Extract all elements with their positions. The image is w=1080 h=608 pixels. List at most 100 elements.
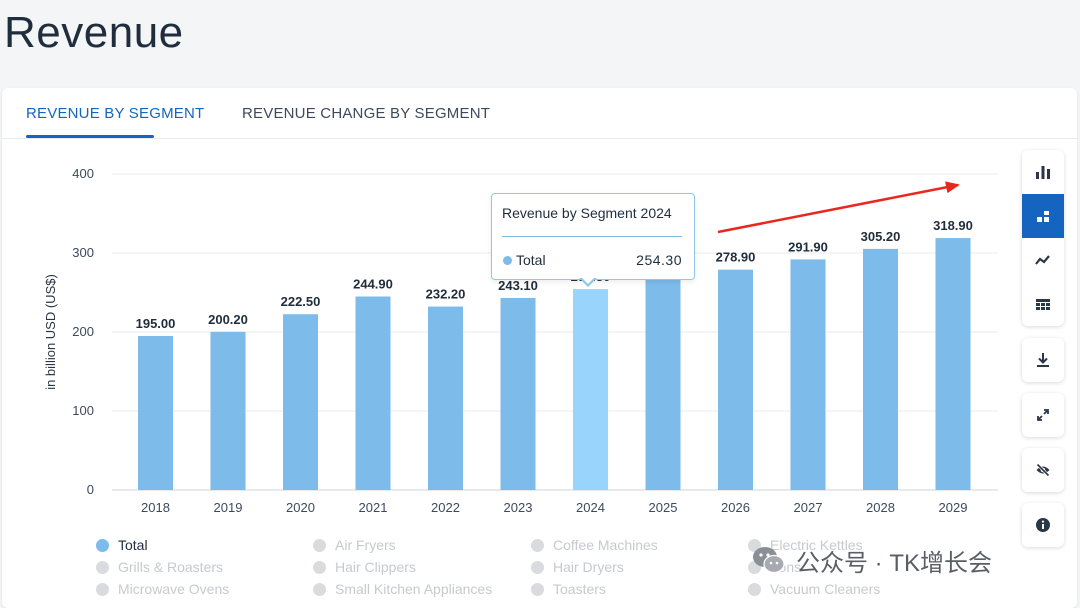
legend-item-microwave-ovens[interactable]: Microwave Ovens bbox=[96, 581, 229, 597]
info-toolbar bbox=[1022, 503, 1064, 547]
y-tick-label: 200 bbox=[72, 324, 94, 339]
x-tick-label: 2019 bbox=[214, 500, 243, 515]
legend-item-hair-clippers[interactable]: Hair Clippers bbox=[313, 559, 416, 575]
fullscreen-button[interactable] bbox=[1022, 393, 1064, 437]
bar-2024[interactable] bbox=[573, 289, 608, 490]
tab-revenue-by-segment[interactable]: REVENUE BY SEGMENT bbox=[26, 105, 205, 122]
tooltip-divider bbox=[502, 236, 682, 237]
bar-2029[interactable] bbox=[935, 238, 971, 490]
x-tick-label: 2027 bbox=[794, 500, 823, 515]
expand-icon bbox=[1037, 409, 1049, 421]
data-label: 200.20 bbox=[208, 312, 248, 327]
data-label: 244.90 bbox=[353, 277, 393, 292]
legend-label: Air Fryers bbox=[335, 537, 396, 553]
legend-item-vacuum-cleaners[interactable]: Vacuum Cleaners bbox=[748, 581, 880, 597]
download-button[interactable] bbox=[1022, 338, 1064, 382]
hide-button[interactable] bbox=[1022, 448, 1064, 492]
legend-label: Toasters bbox=[553, 581, 606, 597]
bar-2028[interactable] bbox=[863, 248, 898, 490]
download-icon bbox=[1037, 353, 1049, 367]
legend-item-electric-kettles[interactable]: Electric Kettles bbox=[748, 537, 863, 553]
data-label: 195.00 bbox=[136, 316, 176, 331]
legend-item-small-kitchen-appliances[interactable]: Small Kitchen Appliances bbox=[313, 581, 492, 597]
bar-2018[interactable] bbox=[138, 335, 173, 490]
legend-item-grills-roasters[interactable]: Grills & Roasters bbox=[96, 559, 223, 575]
table-view-button[interactable] bbox=[1022, 282, 1064, 326]
bar-2027[interactable] bbox=[790, 259, 826, 490]
bar-chart-icon bbox=[1036, 166, 1050, 179]
legend-item-hair-dryers[interactable]: Hair Dryers bbox=[531, 559, 624, 575]
active-tab-indicator bbox=[26, 135, 154, 138]
legend-item-coffee-machines[interactable]: Coffee Machines bbox=[531, 537, 658, 553]
legend-dot bbox=[96, 538, 109, 552]
tooltip-title: Revenue by Segment 2024 bbox=[502, 205, 672, 221]
tooltip-series-dot bbox=[503, 256, 512, 265]
y-tick-label: 300 bbox=[72, 245, 94, 260]
watermark-text: 公众号 · TK增长会 bbox=[796, 549, 992, 577]
stacked-bar-button[interactable] bbox=[1022, 194, 1064, 238]
data-label: 291.90 bbox=[788, 239, 828, 254]
tab-revenue-change-by-segment[interactable]: REVENUE CHANGE BY SEGMENT bbox=[242, 105, 491, 122]
x-tick-label: 2023 bbox=[504, 500, 533, 515]
legend-dot bbox=[313, 560, 326, 574]
hide-toolbar bbox=[1022, 448, 1064, 492]
x-tick-label: 2026 bbox=[721, 500, 750, 515]
legend-dot bbox=[313, 582, 326, 596]
table-grid-icon bbox=[1036, 299, 1050, 310]
legend-item-toasters[interactable]: Toasters bbox=[531, 581, 606, 597]
legend-label: Hair Dryers bbox=[553, 559, 624, 575]
x-tick-label: 2021 bbox=[359, 500, 388, 515]
legend-dot bbox=[531, 538, 544, 552]
download-toolbar bbox=[1022, 338, 1064, 382]
legend-label: Small Kitchen Appliances bbox=[335, 581, 493, 597]
legend-dot bbox=[531, 582, 544, 596]
chart-legend: Total Air Fryers Coffee Machines Electri… bbox=[96, 533, 916, 603]
x-tick-label: 2024 bbox=[576, 500, 605, 515]
wechat-icon bbox=[753, 547, 785, 574]
bar-chart-button[interactable] bbox=[1022, 150, 1064, 194]
y-tick-label: 0 bbox=[87, 482, 94, 497]
tooltip-series-value: 254.30 bbox=[636, 252, 682, 268]
data-label: 232.20 bbox=[426, 287, 466, 302]
legend-label: Grills & Roasters bbox=[118, 559, 224, 575]
legend-label: Total bbox=[118, 537, 148, 553]
tab-bar: REVENUE BY SEGMENT REVENUE CHANGE BY SEG… bbox=[2, 88, 1077, 139]
data-label: 305.20 bbox=[861, 229, 901, 244]
line-chart-button[interactable] bbox=[1022, 238, 1064, 282]
stacked-bar-icon bbox=[1037, 211, 1049, 222]
legend-item-air-fryers[interactable]: Air Fryers bbox=[313, 537, 396, 553]
bar-2020[interactable] bbox=[283, 314, 318, 490]
bar-2019[interactable] bbox=[210, 331, 246, 490]
legend-label: Vacuum Cleaners bbox=[770, 581, 881, 597]
bar-2021[interactable] bbox=[355, 296, 391, 490]
legend-dot bbox=[748, 538, 761, 552]
bar-tooltip: Revenue by Segment 2024 Total 254.30 bbox=[491, 193, 695, 287]
x-tick-label: 2025 bbox=[649, 500, 678, 515]
chart-type-toolbar bbox=[1022, 150, 1064, 326]
data-label: 318.90 bbox=[933, 218, 973, 233]
legend-label: Microwave Ovens bbox=[118, 581, 230, 597]
line-chart-icon bbox=[1035, 255, 1050, 265]
eye-slash-icon bbox=[1036, 463, 1050, 477]
info-button[interactable] bbox=[1022, 503, 1064, 547]
x-tick-label: 2029 bbox=[939, 500, 968, 515]
legend-dot bbox=[96, 582, 109, 596]
tooltip-series-name: Total bbox=[516, 252, 546, 268]
legend-label: Hair Clippers bbox=[335, 559, 416, 575]
trend-arrow bbox=[717, 181, 960, 234]
legend-dot bbox=[531, 560, 544, 574]
info-icon bbox=[1036, 518, 1050, 532]
bar-2023[interactable] bbox=[500, 297, 536, 490]
fullscreen-toolbar bbox=[1022, 393, 1064, 437]
y-tick-label: 400 bbox=[72, 166, 94, 181]
bar-2022[interactable] bbox=[428, 306, 463, 490]
y-tick-label: 100 bbox=[72, 403, 94, 418]
y-axis-title: in billion USD (US$) bbox=[43, 274, 58, 390]
legend-dot bbox=[96, 560, 109, 574]
x-tick-label: 2022 bbox=[431, 500, 460, 515]
data-label: 278.90 bbox=[716, 250, 756, 265]
bar-2025[interactable] bbox=[645, 279, 681, 490]
legend-item-total[interactable]: Total bbox=[96, 537, 148, 553]
bar-2026[interactable] bbox=[718, 269, 753, 490]
